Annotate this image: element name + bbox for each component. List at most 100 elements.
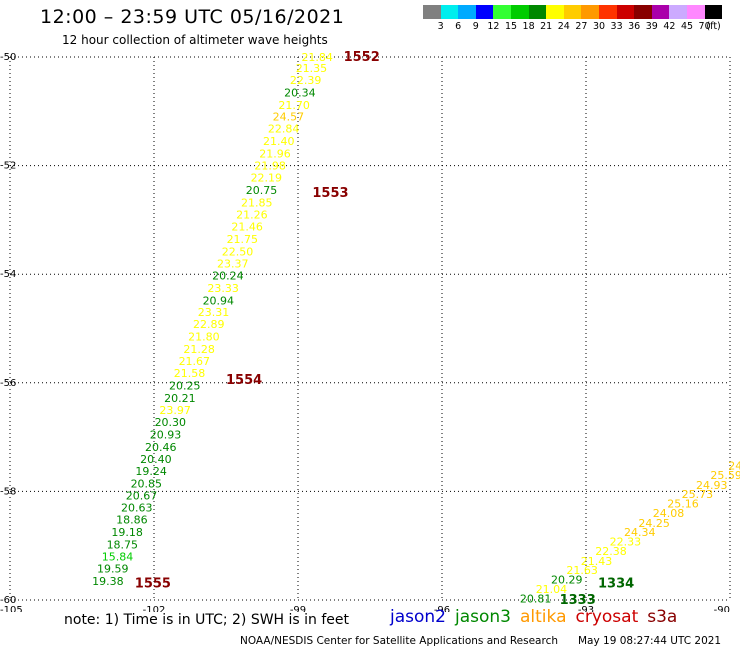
wave-height-value: 20.29: [551, 573, 583, 586]
wave-height-value: 22.50: [222, 245, 254, 258]
wave-height-value: 21.04: [536, 583, 568, 596]
colorbar: [423, 5, 723, 19]
wave-height-value: 21.85: [241, 197, 273, 210]
colorbar-swatch: [528, 5, 547, 19]
wave-height-value: 25.73: [682, 488, 714, 501]
wave-height-value: 24.93: [696, 479, 728, 492]
credit-text: NOAA/NESDIS Center for Satellite Applica…: [240, 635, 558, 647]
axis-ticks: -105 -102 -99 -96 -93 -90 -50 -52 -54 -56 -58 -60: [0, 52, 730, 612]
colorbar-label: 24: [557, 21, 570, 32]
colorbar-swatch: [546, 5, 564, 19]
x-tick-label: -99: [290, 605, 306, 612]
pass-number-label: 1552: [344, 50, 380, 65]
mission-legend-jason2: jason2: [390, 607, 446, 627]
x-tick-label: -90: [714, 605, 730, 612]
wave-height-value: 20.93: [150, 428, 182, 441]
wave-height-value: 20.81: [520, 592, 552, 605]
wave-height-value: 19.24: [135, 465, 167, 478]
wave-height-value: 21.67: [179, 355, 211, 368]
wave-height-value: 21.98: [254, 160, 286, 173]
y-tick-label: -54: [0, 269, 16, 280]
pass-number-label: 1555: [135, 577, 171, 592]
wave-height-value: 21.80: [188, 331, 220, 344]
wave-height-value: 24.08: [653, 507, 685, 520]
wave-height-value: 22.33: [610, 535, 642, 548]
wave-height-value: 20.75: [246, 184, 278, 197]
y-tick-label: -50: [0, 52, 16, 63]
wave-height-value: 21.35: [296, 62, 328, 75]
wave-height-value: 21.28: [183, 343, 215, 356]
data-points: 21.8421.3522.3920.3421.7024.5722.8421.40…: [92, 51, 740, 605]
x-tick-label: -105: [0, 605, 23, 612]
wave-height-value: 21.96: [259, 148, 291, 161]
colorbar-label: 70: [698, 21, 711, 32]
colorbar-swatch: [704, 5, 723, 19]
colorbar-label: 21: [540, 21, 553, 32]
y-tick-label: -60: [0, 595, 16, 606]
colorbar-swatch: [493, 5, 511, 19]
wave-height-value: 24.34: [624, 526, 656, 539]
colorbar-label: 36: [628, 21, 641, 32]
colorbar-swatch: [686, 5, 705, 19]
colorbar-swatch: [634, 5, 652, 19]
wave-height-value: 23.31: [198, 306, 230, 319]
wave-height-value: 19.18: [111, 526, 143, 539]
wave-height-value: 20.34: [284, 86, 316, 99]
wave-height-value: 24.25: [638, 517, 670, 530]
colorbar-label: 33: [610, 21, 623, 32]
colorbar-swatch: [440, 5, 459, 19]
colorbar-label: 15: [504, 21, 518, 32]
colorbar-swatch: [651, 5, 670, 19]
colorbar-label: 42: [663, 21, 676, 32]
wave-height-value: 21.70: [278, 99, 310, 112]
colorbar-swatch: [563, 5, 582, 19]
wave-height-value: 20.40: [140, 453, 172, 466]
wave-height-value: 19.38: [92, 575, 124, 588]
wave-height-value: 18.86: [116, 514, 148, 527]
pass-number-label: 1554: [226, 373, 262, 388]
wave-height-value: 21.63: [566, 564, 598, 577]
y-tick-label: -58: [0, 486, 16, 497]
wave-height-value: 24.57: [273, 111, 305, 124]
mission-legend-altika: altika: [520, 607, 567, 627]
wave-height-value: 22.38: [595, 545, 627, 558]
x-tick-label: -102: [143, 605, 166, 612]
colorbar-label: 12: [487, 21, 500, 32]
colorbar-label: 6: [455, 21, 462, 32]
plot-area: [10, 57, 730, 600]
wave-height-value: 25.59: [710, 469, 740, 482]
wave-height-value: 20.85: [131, 477, 163, 490]
colorbar-swatch: [458, 5, 476, 19]
colorbar-swatch: [423, 5, 441, 19]
colorbar-label: 27: [575, 21, 588, 32]
colorbar-label: 18: [522, 21, 535, 32]
mission-legend-cryosat: cryosat: [575, 607, 639, 627]
colorbar-label: 39: [645, 21, 658, 32]
colorbar-swatch: [510, 5, 529, 19]
wave-height-value: 21.26: [236, 208, 268, 221]
wave-height-value: 22.19: [251, 172, 283, 185]
colorbar-swatch: [598, 5, 617, 19]
wave-height-value: 19.59: [97, 563, 129, 576]
wave-height-value: 24.8: [728, 459, 740, 472]
colorbar-swatch: [581, 5, 599, 19]
wave-height-value: 21.58: [174, 367, 206, 380]
pass-number-label: 1334: [598, 577, 634, 592]
colorbar-label: 3: [437, 21, 444, 32]
pass-number-label: 1333: [560, 593, 596, 608]
grid: [9, 56, 731, 601]
colorbar-label: 9: [472, 21, 479, 32]
chart-subtitle: 12 hour collection of altimeter wave hei…: [62, 33, 328, 47]
wave-height-value: 21.43: [581, 555, 613, 568]
wave-height-value: 21.84: [301, 51, 333, 64]
colorbar-swatch: [616, 5, 635, 19]
colorbar-label: 45: [680, 21, 694, 32]
mission-legend: jason2 jason3 altika cryosat s3a: [390, 607, 686, 627]
mission-legend-s3a: s3a: [647, 607, 678, 627]
wave-height-value: 25.16: [667, 497, 699, 510]
wave-height-value: 15.84: [102, 551, 134, 564]
wave-height-value: 18.75: [107, 539, 139, 552]
wave-height-value: 20.24: [212, 269, 244, 282]
altimeter-plot: -105 -102 -99 -96 -93 -90 -50 -52 -54 -56 -58 -60 2…: [0, 50, 740, 612]
colorbar-label: 30: [592, 21, 606, 32]
